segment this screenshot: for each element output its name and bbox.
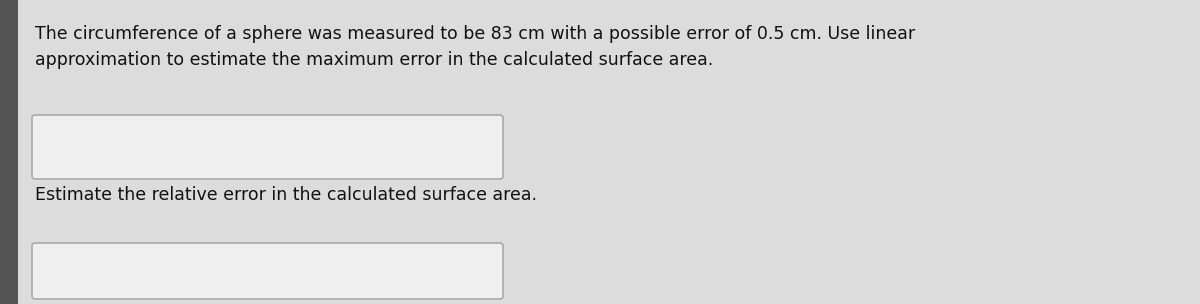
Text: The circumference of a sphere was measured to be 83 cm with a possible error of : The circumference of a sphere was measur… <box>35 25 916 69</box>
FancyBboxPatch shape <box>32 115 503 179</box>
Bar <box>0 0 18 304</box>
FancyBboxPatch shape <box>32 243 503 299</box>
Text: Estimate the relative error in the calculated surface area.: Estimate the relative error in the calcu… <box>35 186 538 204</box>
